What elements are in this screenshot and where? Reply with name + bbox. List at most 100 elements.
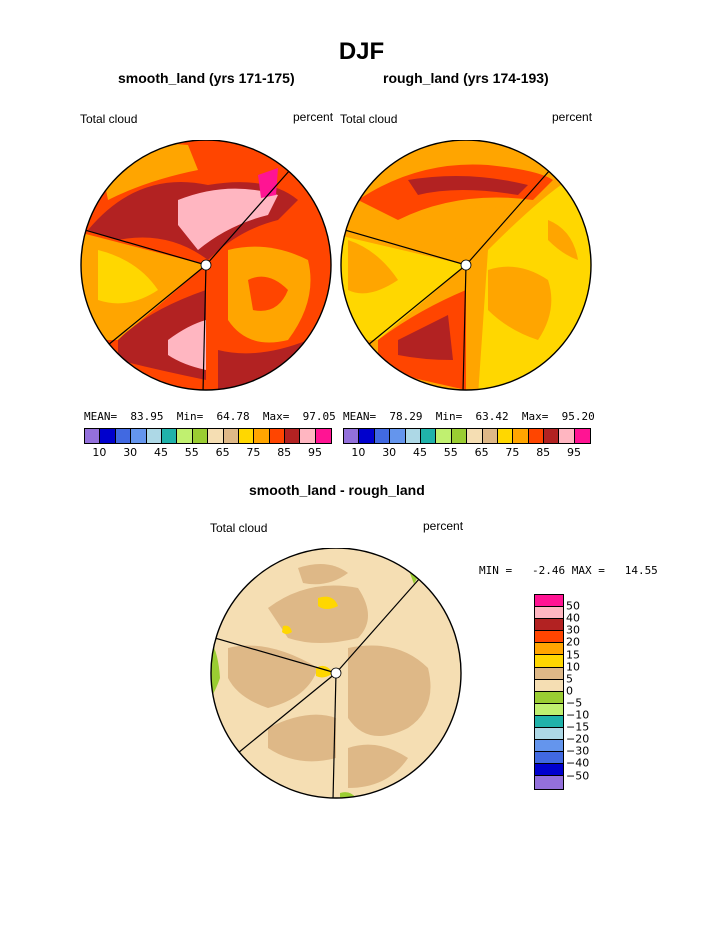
colorbar-swatch bbox=[535, 643, 563, 656]
colorbar-swatch bbox=[131, 429, 147, 443]
colorbar-tick-label: 45 bbox=[413, 446, 427, 459]
colorbar-swatch bbox=[254, 429, 270, 443]
colorbar-tick-label: 55 bbox=[443, 446, 458, 459]
max-label: Max= bbox=[262, 410, 290, 423]
colorbar-swatch bbox=[238, 429, 255, 443]
colorbar-swatch bbox=[513, 429, 529, 443]
panel-1-map bbox=[80, 140, 332, 391]
max-value: 95.20 bbox=[561, 410, 595, 423]
colorbar-swatch bbox=[344, 429, 360, 443]
panel-1-colorbar bbox=[84, 428, 333, 444]
colorbar-swatch bbox=[535, 740, 563, 753]
colorbar-swatch bbox=[315, 429, 332, 443]
colorbar-tick-label: 75 bbox=[505, 446, 520, 459]
colorbar-swatch bbox=[269, 429, 286, 443]
colorbar-swatch bbox=[223, 429, 239, 443]
colorbar-tick-label: 10 bbox=[92, 446, 107, 459]
min-label: Min= bbox=[176, 410, 204, 423]
colorbar-tick-label: 95 bbox=[567, 446, 581, 459]
colorbar-tick-label: 0 bbox=[566, 684, 573, 698]
colorbar-swatch bbox=[420, 429, 437, 443]
colorbar-tick-label: 55 bbox=[184, 446, 199, 459]
colorbar-tick-label: 65 bbox=[474, 446, 489, 459]
colorbar-tick-label: −40 bbox=[566, 756, 590, 770]
colorbar-tick-label: 15 bbox=[566, 648, 580, 661]
colorbar-swatch bbox=[359, 429, 375, 443]
colorbar-tick-label: 50 bbox=[566, 599, 580, 613]
panel-1-title: smooth_land (yrs 171-175) bbox=[118, 70, 295, 86]
colorbar-swatch bbox=[100, 429, 116, 443]
panel-3-colorbar bbox=[534, 594, 564, 790]
panel-1-field-label: Total cloud bbox=[80, 112, 138, 126]
colorbar-swatch bbox=[146, 429, 162, 443]
figure-title: DJF bbox=[338, 38, 385, 65]
colorbar-swatch bbox=[208, 429, 224, 443]
colorbar-swatch bbox=[559, 429, 575, 443]
panel-3-field-label: Total cloud bbox=[210, 521, 268, 535]
colorbar-swatch bbox=[535, 619, 563, 632]
colorbar-swatch bbox=[535, 679, 563, 692]
colorbar-swatch bbox=[535, 607, 563, 620]
colorbar-tick-label: 65 bbox=[215, 446, 230, 459]
panel-3-title: smooth_land - rough_land bbox=[249, 482, 425, 498]
colorbar-tick-label: 40 bbox=[566, 611, 580, 625]
colorbar-tick-label: 20 bbox=[566, 635, 580, 649]
colorbar-swatch bbox=[497, 429, 514, 443]
colorbar-tick-label: 30 bbox=[566, 623, 580, 637]
colorbar-swatch bbox=[482, 429, 498, 443]
panel-1-units-label: percent bbox=[293, 110, 334, 124]
colorbar-swatch bbox=[528, 429, 545, 443]
colorbar-tick-label: 10 bbox=[351, 446, 366, 459]
min-value: 63.42 bbox=[475, 410, 509, 423]
colorbar-swatch bbox=[535, 595, 563, 608]
colorbar-swatch bbox=[535, 691, 563, 704]
mean-value: 78.29 bbox=[389, 410, 423, 423]
panel-2-colorbar bbox=[343, 428, 592, 444]
colorbar-swatch bbox=[177, 429, 193, 443]
colorbar-swatch bbox=[405, 429, 421, 443]
colorbar-swatch bbox=[535, 703, 563, 716]
colorbar-tick-label: 30 bbox=[123, 446, 138, 459]
colorbar-swatch bbox=[374, 429, 391, 443]
colorbar-swatch bbox=[285, 429, 301, 443]
colorbar-tick-label: −5 bbox=[566, 696, 583, 710]
panel-3-minmax: MIN = -2.46 MAX = 14.55 bbox=[479, 564, 658, 577]
colorbar-swatch bbox=[300, 429, 316, 443]
panel-2-map bbox=[340, 140, 592, 391]
colorbar-tick-label: 85 bbox=[277, 446, 292, 459]
colorbar-swatch bbox=[535, 715, 563, 729]
colorbar-tick-label: 5 bbox=[566, 672, 573, 686]
colorbar-swatch bbox=[544, 429, 560, 443]
panel-3-units-label: percent bbox=[423, 519, 464, 533]
colorbar-swatch bbox=[451, 429, 468, 443]
colorbar-tick-label: 30 bbox=[382, 446, 397, 459]
colorbar-tick-label: 95 bbox=[308, 446, 322, 459]
mean-label: MEAN= bbox=[343, 410, 377, 423]
panel-1-stats: MEAN= 83.95 Min= 64.78 Max= 97.05 bbox=[84, 410, 336, 423]
colorbar-tick-label: −20 bbox=[566, 732, 590, 746]
mean-value: 83.95 bbox=[130, 410, 164, 423]
colorbar-tick-label: −15 bbox=[566, 720, 590, 734]
colorbar-swatch bbox=[535, 764, 563, 777]
colorbar-tick-label: −30 bbox=[566, 744, 590, 758]
panel-2-units-label: percent bbox=[552, 110, 593, 124]
colorbar-swatch bbox=[85, 429, 101, 443]
colorbar-swatch bbox=[390, 429, 406, 443]
min-label: Min= bbox=[435, 410, 463, 423]
colorbar-swatch bbox=[467, 429, 483, 443]
colorbar-tick-label: −10 bbox=[566, 708, 590, 722]
colorbar-swatch bbox=[535, 752, 563, 765]
colorbar-tick-label: 85 bbox=[536, 446, 551, 459]
colorbar-swatch bbox=[535, 631, 563, 644]
colorbar-swatch bbox=[535, 655, 563, 668]
min-value: 64.78 bbox=[216, 410, 250, 423]
colorbar-tick-label: 45 bbox=[154, 446, 168, 459]
panel-2-field-label: Total cloud bbox=[340, 112, 398, 126]
colorbar-swatch bbox=[161, 429, 178, 443]
panel-3-map bbox=[210, 548, 462, 799]
colorbar-swatch bbox=[574, 429, 591, 443]
colorbar-tick-label: 75 bbox=[246, 446, 261, 459]
panel-2-stats: MEAN= 78.29 Min= 63.42 Max= 95.20 bbox=[343, 410, 595, 423]
colorbar-tick-label: −50 bbox=[566, 769, 590, 782]
